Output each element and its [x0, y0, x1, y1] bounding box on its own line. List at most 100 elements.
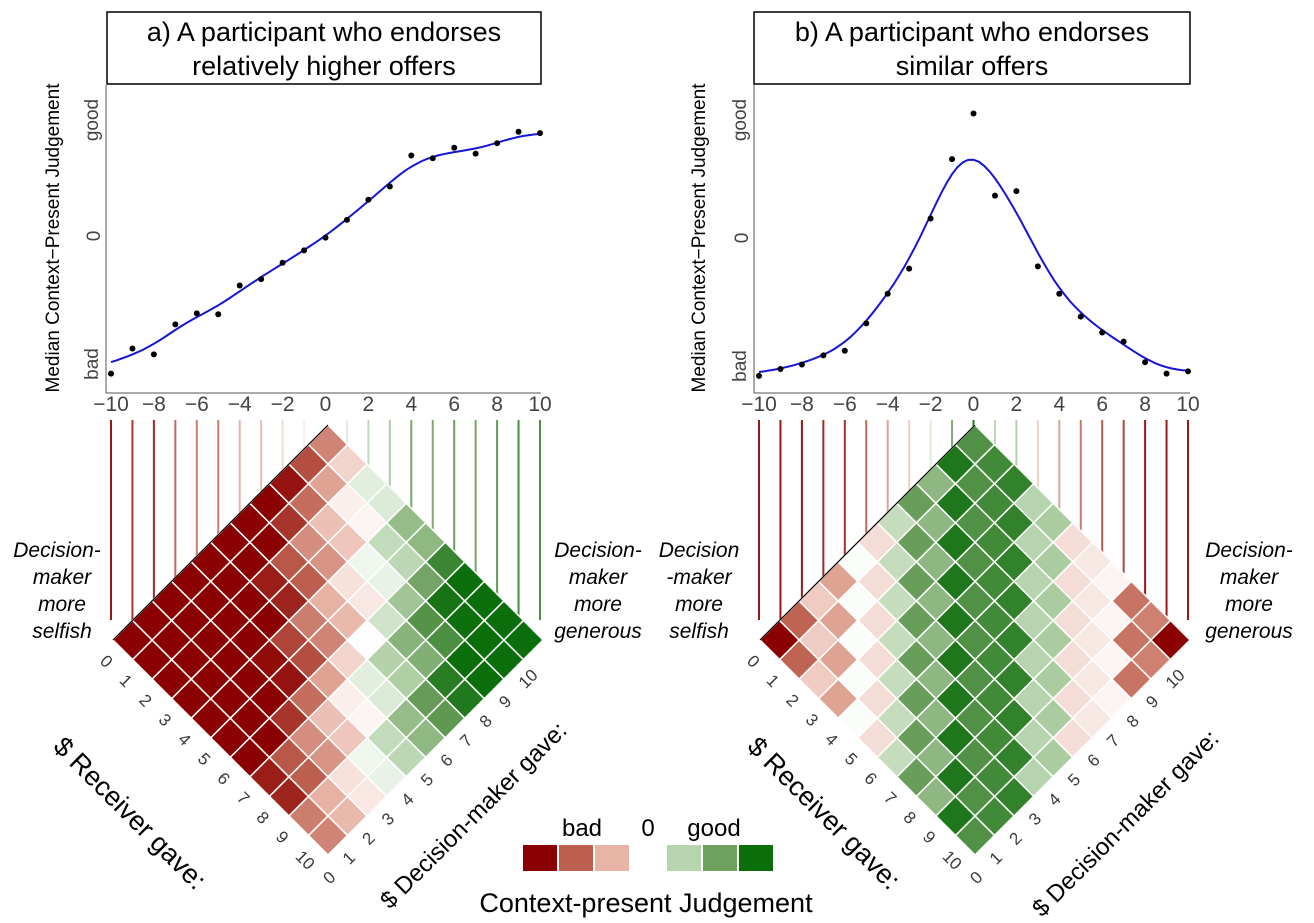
color-legend: bad 0 good Context-present Judgement: [479, 815, 813, 918]
receiver-tick-label: 8: [253, 808, 273, 828]
panel-b-data-points: [756, 110, 1191, 379]
decision-tick-label: 2: [358, 829, 378, 849]
decision-tick-label: 3: [378, 809, 398, 829]
x-tick-label: −6: [833, 393, 857, 416]
panel-b-right-label-line2: maker: [1220, 566, 1279, 589]
panel-a-title-line2: relatively higher offers: [192, 51, 456, 81]
receiver-tick-label: 7: [233, 788, 253, 808]
x-tick-label: −2: [271, 393, 295, 416]
panel-a-left-label-line2: maker: [33, 566, 92, 589]
panel-a-title-line1: a) A participant who endorses: [147, 17, 501, 47]
data-point: [949, 156, 956, 163]
data-point: [841, 347, 848, 354]
x-tick-label: 4: [405, 393, 417, 416]
data-point: [108, 370, 114, 377]
data-point: [236, 282, 243, 289]
panel-b-right-label: Decision- maker more generous: [1205, 539, 1293, 643]
receiver-tick-label: 3: [155, 710, 175, 730]
x-tick-label: 6: [448, 393, 460, 416]
diamond-edge: [759, 424, 976, 641]
panel-a-title-box: [106, 11, 542, 85]
panel-b-fit-line: [758, 158, 1189, 373]
legend-swatch: [739, 845, 773, 871]
receiver-tick-label: 6: [213, 769, 233, 789]
decision-tick-label: 7: [1103, 731, 1123, 751]
panel-a-right-label-line3: more: [574, 593, 622, 616]
receiver-tick-label: 1: [116, 671, 136, 691]
data-point: [906, 265, 913, 272]
panel-b-left-label-line3: more: [675, 593, 723, 616]
panel-b-x-tick-labels: −10 −8 −6 −4 −2 0 2 4 6 8 10: [741, 393, 1199, 416]
panel-a-right-label-line4: generous: [554, 620, 642, 643]
data-point: [927, 215, 934, 222]
data-point: [129, 345, 136, 352]
panel-b-title-line1: b) A participant who endorses: [795, 17, 1149, 47]
legend-label-good: good: [687, 815, 740, 842]
panel-a-left-label-line1: Decision-: [13, 539, 101, 562]
legend-label-bad: bad: [562, 815, 602, 842]
panel-b-ytick-good: good: [730, 99, 751, 141]
decision-tick-label: 5: [1064, 770, 1084, 790]
receiver-tick-label: 2: [135, 690, 155, 710]
data-point: [1099, 329, 1106, 336]
panel-b-ytick-zero: 0: [732, 233, 753, 244]
receiver-tick-label: 0: [96, 651, 116, 671]
x-tick-label: 2: [363, 393, 375, 416]
receiver-tick-label: 9: [272, 827, 292, 847]
receiver-tick-label: 6: [860, 769, 880, 789]
panel-b-right-label-line4: generous: [1205, 620, 1293, 643]
x-tick-label: −8: [142, 393, 166, 416]
legend-swatch: [523, 845, 557, 871]
legend-swatch: [595, 845, 629, 871]
panel-a-left-label-line4: selfish: [32, 620, 92, 643]
data-point: [1163, 370, 1170, 377]
panel-b-left-label-line4: selfish: [669, 620, 729, 643]
data-point: [215, 311, 222, 318]
data-point: [1142, 359, 1149, 366]
legend-title: Context-present Judgement: [479, 888, 813, 918]
x-tick-label: −4: [228, 393, 252, 416]
decision-tick-label: 1: [339, 848, 359, 868]
data-point: [472, 150, 479, 157]
decision-tick-label: 2: [1005, 829, 1025, 849]
data-point: [756, 372, 762, 379]
x-tick-label: −10: [93, 393, 129, 416]
decision-tick-label: 3: [1025, 809, 1045, 829]
decision-tick-label: 4: [1045, 790, 1065, 810]
data-point: [1013, 188, 1020, 195]
x-tick-label: 10: [528, 393, 551, 416]
receiver-tick-label: 2: [782, 690, 802, 710]
receiver-tick-label: 7: [880, 788, 900, 808]
data-point: [279, 259, 286, 266]
panel-a-left-label: Decision- maker more selfish: [13, 539, 101, 643]
panel-a-right-label-line2: maker: [569, 566, 628, 589]
receiver-tick-label: 3: [802, 710, 822, 730]
data-point: [777, 366, 784, 373]
x-tick-label: −6: [185, 393, 209, 416]
receiver-tick-label: 1: [763, 671, 783, 691]
data-point: [991, 192, 998, 199]
receiver-tick-label: 8: [900, 808, 920, 828]
legend-swatch: [667, 845, 701, 871]
panel-a-data-points: [108, 128, 543, 377]
data-point: [386, 183, 393, 190]
decision-tick-label: 10: [1162, 666, 1189, 693]
x-tick-label: 8: [1139, 393, 1151, 416]
data-point: [1056, 290, 1063, 297]
x-tick-label: 2: [1011, 393, 1023, 416]
data-point: [343, 216, 350, 223]
x-tick-label: −2: [919, 393, 943, 416]
panel-b-title-line2: similar offers: [896, 51, 1049, 81]
legend-swatches: [523, 844, 773, 872]
decision-tick-label: 9: [495, 692, 515, 712]
data-point: [1120, 338, 1127, 345]
data-point: [429, 155, 436, 162]
decision-tick-label: 5: [417, 770, 437, 790]
panel-b-title-box: [753, 11, 1191, 85]
x-tick-label: 8: [491, 393, 503, 416]
panel-a-right-label-line1: Decision-: [554, 539, 642, 562]
diamond-edge: [112, 424, 329, 641]
decision-tick-label: 6: [1084, 750, 1104, 770]
decision-tick-label: 1: [986, 848, 1006, 868]
